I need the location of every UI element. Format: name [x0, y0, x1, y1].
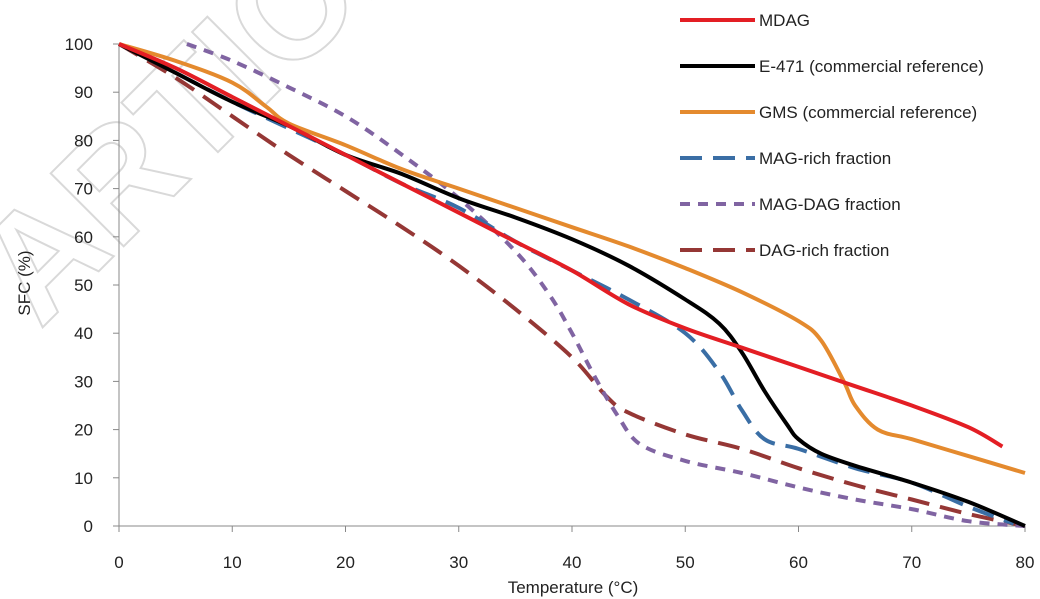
y-tick-label: 10 — [74, 469, 93, 488]
y-tick-label: 80 — [74, 131, 93, 150]
y-tick-label: 100 — [65, 35, 93, 54]
x-tick-label: 20 — [336, 553, 355, 572]
y-tick-label: 50 — [74, 276, 93, 295]
x-tick-label: 70 — [902, 553, 921, 572]
x-tick-label: 40 — [563, 553, 582, 572]
x-tick-label: 10 — [223, 553, 242, 572]
series-line-gms-commercial-reference — [118, 42, 1026, 475]
x-tick-label: 80 — [1016, 553, 1035, 572]
y-tick-label: 20 — [74, 421, 93, 440]
x-axis-title: Temperature (°C) — [508, 578, 639, 597]
series-line-mdag — [118, 42, 1004, 449]
y-tick-label: 40 — [74, 324, 93, 343]
legend-label: GMS (commercial reference) — [759, 103, 977, 122]
x-tick-label: 50 — [676, 553, 695, 572]
series-line-dag-rich-fraction — [117, 42, 1026, 528]
y-tick-label: 30 — [74, 372, 93, 391]
x-tick-label: 60 — [789, 553, 808, 572]
y-tick-label: 90 — [74, 83, 93, 102]
series-line-mag-rich-fraction — [118, 42, 1015, 526]
y-tick-label: 60 — [74, 228, 93, 247]
legend-label: MAG-DAG fraction — [759, 195, 901, 214]
y-tick-label: 0 — [84, 517, 93, 536]
x-tick-label: 30 — [449, 553, 468, 572]
y-tick-label: 70 — [74, 180, 93, 199]
legend-label: MAG-rich fraction — [759, 149, 891, 168]
legend-label: MDAG — [759, 11, 810, 30]
y-axis-title: SFC (%) — [15, 250, 34, 315]
legend: MDAG E-471 (commercial reference) GMS (com… — [680, 11, 984, 260]
series-layer — [117, 42, 1026, 528]
x-tick-label: 0 — [114, 553, 123, 572]
legend-label: E-471 (commercial reference) — [759, 57, 984, 76]
axes: 0 10 20 30 40 50 60 70 80 90 100 0 10 20 30 40 50 60 70 80 — [65, 35, 1035, 572]
legend-label: DAG-rich fraction — [759, 241, 889, 260]
